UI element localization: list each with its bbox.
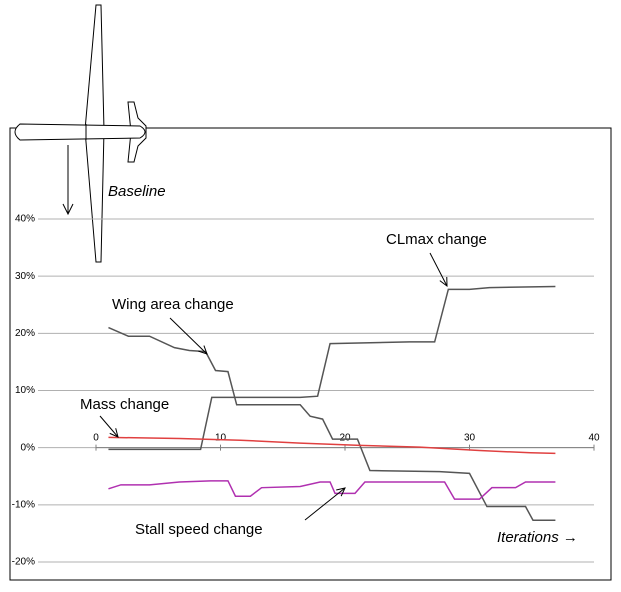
series-annotation: Stall speed change (135, 521, 263, 538)
y-tick-label: 0% (21, 442, 36, 453)
series-annotation: Wing area change (112, 296, 234, 313)
x-axis-label: Iterations → (497, 529, 578, 546)
page: {"chart_data": {"type": "line", "xlim": … (0, 0, 621, 592)
x-tick-label: 40 (588, 432, 600, 443)
x-tick-label: 30 (464, 432, 476, 443)
y-tick-label: 40% (15, 214, 35, 225)
series-annotation: CLmax change (386, 231, 487, 248)
baseline-label: Baseline (108, 183, 166, 200)
x-tick-label: 20 (339, 432, 351, 443)
y-tick-label: 20% (15, 328, 35, 339)
y-tick-label: -10% (12, 499, 35, 510)
series-annotation: Mass change (80, 396, 169, 413)
y-tick-label: 30% (15, 271, 35, 282)
y-tick-label: 10% (15, 385, 35, 396)
x-tick-label: 10 (215, 432, 227, 443)
x-tick-label: 0 (93, 432, 99, 443)
y-tick-label: -20% (12, 557, 35, 568)
chart: -20% -10% 0% 10% 20% 30% 40% 0 10 20 30 40 Wing area… (0, 0, 621, 587)
